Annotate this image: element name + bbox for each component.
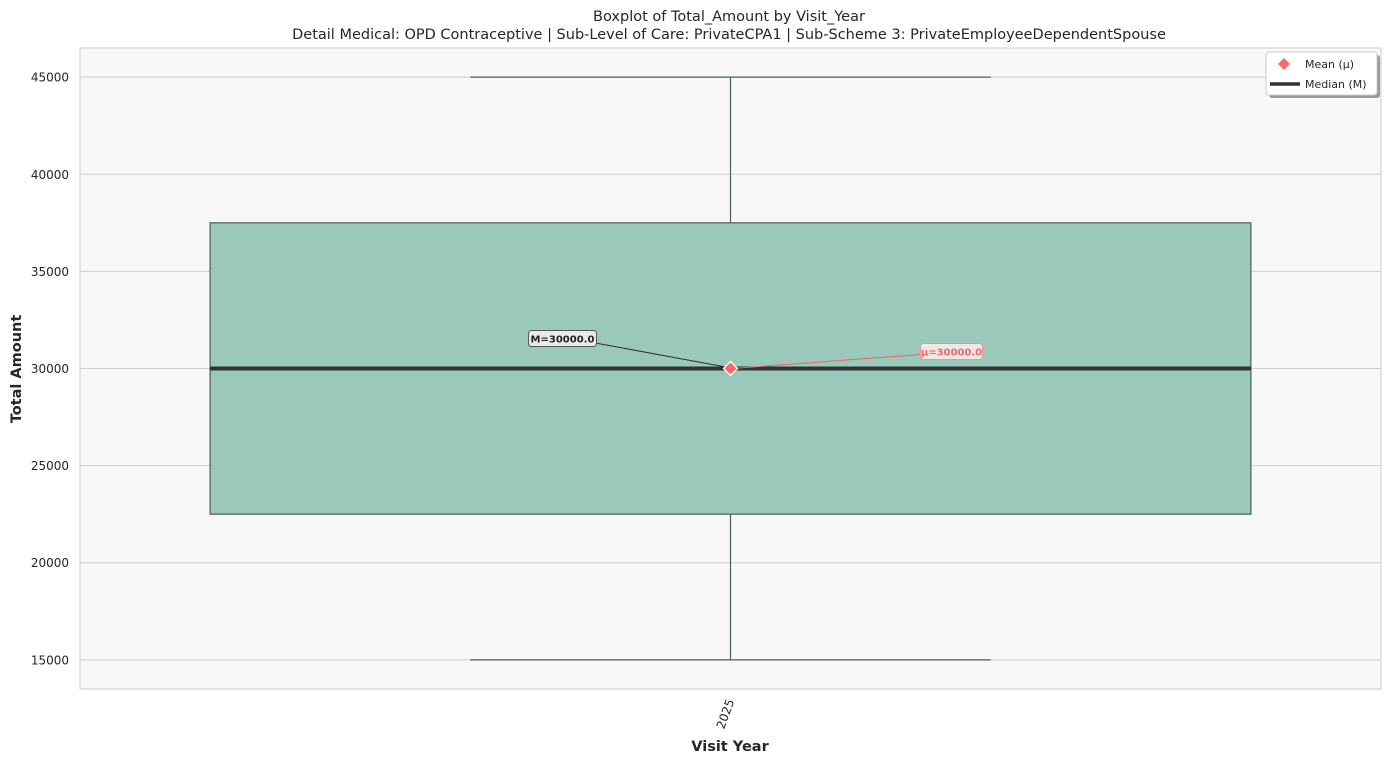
- mean-annotation-arrow: [732, 353, 922, 370]
- median-annotation-arrow: [592, 341, 729, 369]
- y-axis-label: Total Amount: [9, 315, 25, 424]
- legend-entry-label: Mean (μ): [1305, 58, 1354, 71]
- median-annotation-label: M=30000.0: [531, 335, 595, 346]
- chart-subtitle: Detail Medical: OPD Contraceptive | Sub-…: [292, 27, 1166, 43]
- legend: Mean (μ) Median (M): [1265, 51, 1380, 98]
- y-tick-labels: 15000 20000 25000 30000 35000 40000 45000: [31, 71, 69, 668]
- y-tick-label: 15000: [31, 653, 69, 667]
- y-tick-label: 45000: [31, 71, 69, 85]
- legend-entry-label: Median (M): [1305, 78, 1367, 91]
- legend-mean-marker: [1278, 58, 1290, 70]
- median-annotation-box: [528, 330, 597, 347]
- chart-title: Boxplot of Total_Amount by Visit_Year: [593, 9, 865, 25]
- y-tick-label: 30000: [31, 362, 69, 376]
- y-tick-label: 20000: [31, 556, 69, 570]
- mean-marker: [722, 360, 739, 377]
- y-tick-label: 40000: [31, 168, 69, 182]
- x-tick-labels: 2025: [714, 697, 738, 730]
- box-group: M=30000.0 μ=30000.0: [209, 76, 1252, 661]
- y-tick-label: 35000: [31, 265, 69, 279]
- x-axis-label: Visit Year: [691, 739, 769, 755]
- y-tick-label: 25000: [31, 459, 69, 473]
- mean-annotation-label: μ=30000.0: [921, 348, 982, 359]
- mean-annotation-box: [920, 343, 983, 360]
- x-tick-label: 2025: [714, 697, 738, 730]
